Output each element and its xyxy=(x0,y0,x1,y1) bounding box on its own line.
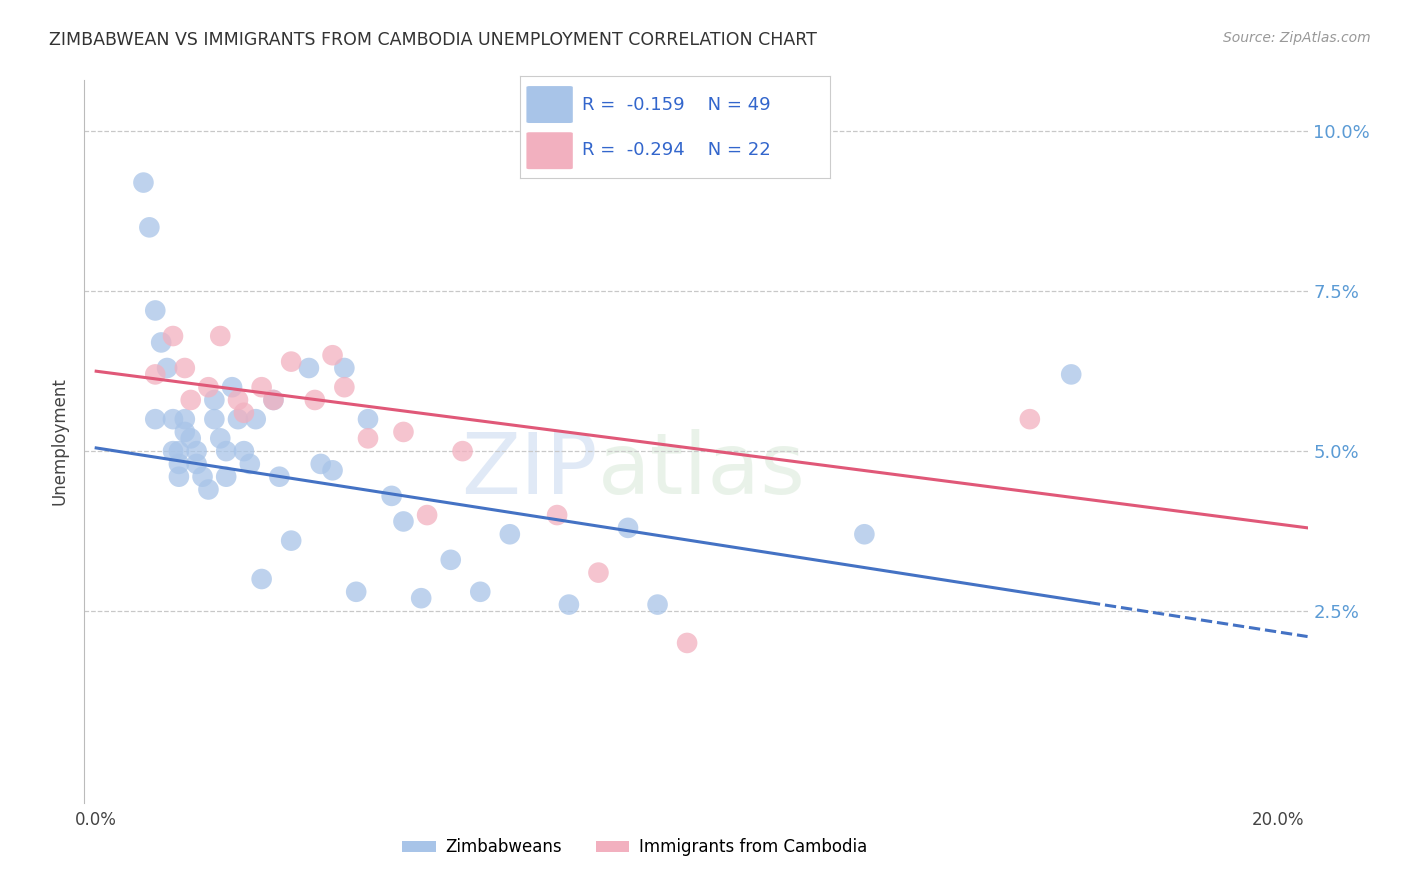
Point xyxy=(280,533,302,548)
Point xyxy=(309,457,332,471)
Text: R =  -0.294    N = 22: R = -0.294 N = 22 xyxy=(582,141,770,159)
Point xyxy=(269,469,291,483)
Point xyxy=(344,584,367,599)
Point xyxy=(411,591,433,606)
Point xyxy=(191,469,214,483)
Point xyxy=(322,463,344,477)
Point xyxy=(262,392,284,407)
Point xyxy=(250,380,273,394)
Point xyxy=(333,361,356,376)
Point xyxy=(226,412,249,426)
Point xyxy=(173,361,195,376)
Point xyxy=(381,489,404,503)
Point xyxy=(617,521,640,535)
Point xyxy=(304,392,326,407)
Point xyxy=(138,220,160,235)
Point xyxy=(180,392,202,407)
Point xyxy=(280,354,302,368)
Point xyxy=(333,380,356,394)
FancyBboxPatch shape xyxy=(526,87,572,123)
Point xyxy=(226,392,249,407)
Point xyxy=(150,335,173,350)
Point xyxy=(1018,412,1040,426)
Point xyxy=(558,598,581,612)
Point xyxy=(197,380,219,394)
Point xyxy=(357,412,380,426)
Point xyxy=(215,444,238,458)
Point xyxy=(180,431,202,445)
Point xyxy=(245,412,267,426)
Point xyxy=(232,444,254,458)
Point xyxy=(1060,368,1083,382)
Text: atlas: atlas xyxy=(598,429,806,512)
Point xyxy=(143,303,166,318)
Point xyxy=(167,444,190,458)
Point xyxy=(298,361,321,376)
Point xyxy=(232,406,254,420)
Point xyxy=(392,515,415,529)
Point xyxy=(546,508,568,522)
Legend: Zimbabweans, Immigrants from Cambodia: Zimbabweans, Immigrants from Cambodia xyxy=(395,831,875,863)
Point xyxy=(132,176,155,190)
Text: ZIMBABWEAN VS IMMIGRANTS FROM CAMBODIA UNEMPLOYMENT CORRELATION CHART: ZIMBABWEAN VS IMMIGRANTS FROM CAMBODIA U… xyxy=(49,31,817,49)
Point xyxy=(186,444,208,458)
Point xyxy=(197,483,219,497)
Point xyxy=(470,584,492,599)
Point xyxy=(173,425,195,439)
Point xyxy=(392,425,415,439)
Point xyxy=(250,572,273,586)
Point xyxy=(440,553,463,567)
Point xyxy=(215,469,238,483)
Point xyxy=(221,380,243,394)
Text: ZIP: ZIP xyxy=(461,429,598,512)
Point xyxy=(853,527,876,541)
Point xyxy=(162,412,184,426)
Point xyxy=(202,412,225,426)
Point xyxy=(162,444,184,458)
Point xyxy=(499,527,522,541)
Point xyxy=(588,566,610,580)
Point xyxy=(186,457,208,471)
Point xyxy=(167,469,190,483)
Point xyxy=(416,508,439,522)
Point xyxy=(209,329,232,343)
Point xyxy=(676,636,699,650)
Point xyxy=(357,431,380,445)
Point xyxy=(322,348,344,362)
FancyBboxPatch shape xyxy=(526,132,572,169)
Point xyxy=(156,361,179,376)
Text: R =  -0.159    N = 49: R = -0.159 N = 49 xyxy=(582,95,770,113)
Point xyxy=(167,457,190,471)
Point xyxy=(173,412,195,426)
Y-axis label: Unemployment: Unemployment xyxy=(51,377,69,506)
Point xyxy=(262,392,284,407)
Text: Source: ZipAtlas.com: Source: ZipAtlas.com xyxy=(1223,31,1371,45)
Point xyxy=(202,392,225,407)
Point xyxy=(143,412,166,426)
Point xyxy=(451,444,474,458)
Point xyxy=(143,368,166,382)
Point xyxy=(239,457,262,471)
Point xyxy=(209,431,232,445)
Point xyxy=(162,329,184,343)
Point xyxy=(647,598,669,612)
